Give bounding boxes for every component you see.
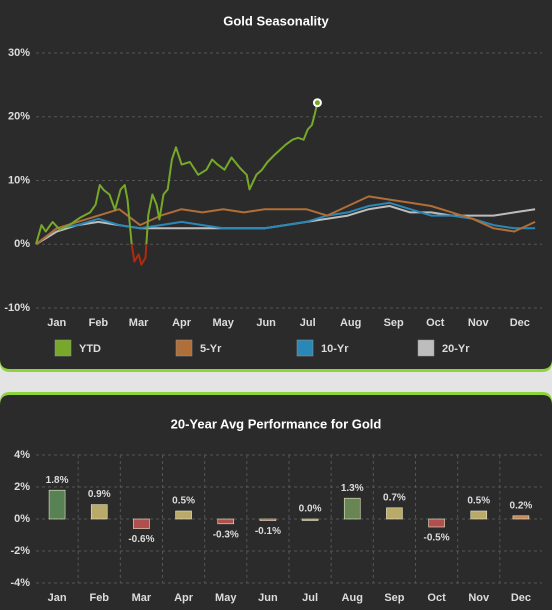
y-tick-label: 10% xyxy=(8,174,30,186)
x-tick-label: Mar xyxy=(129,317,149,329)
x-tick-label: Jun xyxy=(256,317,276,329)
x-tick-label: Jan xyxy=(48,592,67,604)
x-tick-label: May xyxy=(212,317,234,329)
x-tick-label: Oct xyxy=(427,592,446,604)
bar xyxy=(217,518,235,525)
value-label: -0.6% xyxy=(128,534,154,545)
value-label: 0.7% xyxy=(383,492,406,503)
x-tick-label: May xyxy=(215,592,237,604)
x-tick-label: Dec xyxy=(511,592,531,604)
y-tick-label: -10% xyxy=(4,302,30,314)
value-label: -0.1% xyxy=(255,526,281,537)
value-label: 0.9% xyxy=(88,489,111,500)
y-tick-label: 4% xyxy=(14,449,30,461)
bar xyxy=(90,504,108,520)
panel xyxy=(0,395,552,610)
bar xyxy=(428,518,445,528)
x-tick-label: Mar xyxy=(132,592,152,604)
y-tick-label: 30% xyxy=(8,47,30,59)
x-tick-label: Dec xyxy=(510,317,530,329)
legend-label: 10-Yr xyxy=(321,343,349,355)
value-label: 0.0% xyxy=(299,504,322,515)
legend-label: YTD xyxy=(79,343,101,355)
series-line xyxy=(35,102,319,245)
y-tick-label: 0% xyxy=(14,513,30,525)
bar xyxy=(175,510,192,520)
bar xyxy=(512,515,530,520)
x-tick-label: Aug xyxy=(342,592,363,604)
value-label: 1.8% xyxy=(46,475,69,486)
bar xyxy=(470,510,488,520)
y-tick-label: -2% xyxy=(10,545,30,557)
legend-swatch xyxy=(417,339,435,357)
x-tick-label: Jul xyxy=(300,317,316,329)
legend-swatch xyxy=(54,339,72,357)
x-tick-label: Nov xyxy=(468,592,490,604)
x-tick-label: Oct xyxy=(426,317,445,329)
value-label: 0.5% xyxy=(467,496,490,507)
x-tick-label: Jan xyxy=(47,317,66,329)
y-tick-label: 2% xyxy=(14,481,30,493)
x-tick-label: Apr xyxy=(172,317,192,329)
chart-title: 20-Year Avg Performance for Gold xyxy=(171,416,382,431)
bar xyxy=(301,518,319,521)
y-tick-label: 20% xyxy=(8,111,30,123)
bar xyxy=(133,518,150,529)
x-tick-label: Jun xyxy=(258,592,278,604)
value-label: -0.5% xyxy=(424,533,450,544)
value-label: 0.5% xyxy=(172,496,195,507)
x-tick-label: Sep xyxy=(384,592,404,604)
y-tick-label: 0% xyxy=(14,238,30,250)
legend-swatch xyxy=(175,339,193,357)
legend-label: 20-Yr xyxy=(442,343,470,355)
value-label: -0.3% xyxy=(213,529,239,540)
bar xyxy=(343,497,361,520)
x-tick-label: Aug xyxy=(340,317,361,329)
chart-title: Gold Seasonality xyxy=(223,13,329,28)
panel xyxy=(0,0,552,369)
legend-swatch xyxy=(296,339,314,357)
series-line xyxy=(35,201,536,246)
y-tick-label: -4% xyxy=(10,577,30,589)
bar xyxy=(48,489,66,520)
series-line xyxy=(35,195,536,246)
value-label: 0.2% xyxy=(510,500,533,511)
legend-label: 5-Yr xyxy=(200,343,222,355)
bar xyxy=(259,518,277,521)
x-tick-label: Nov xyxy=(468,317,490,329)
x-tick-label: Apr xyxy=(174,592,194,604)
value-label: 1.3% xyxy=(341,483,364,494)
x-tick-label: Feb xyxy=(89,592,109,604)
bar xyxy=(386,507,403,520)
x-tick-label: Feb xyxy=(89,317,109,329)
end-marker xyxy=(312,98,322,108)
x-tick-label: Jul xyxy=(302,592,318,604)
x-tick-label: Sep xyxy=(384,317,404,329)
